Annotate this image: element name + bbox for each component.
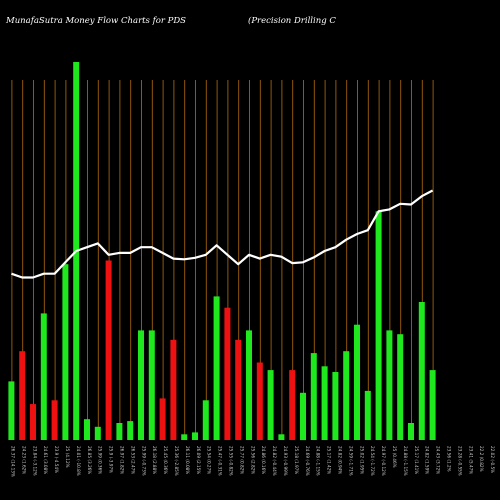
x-tick-label: 25.55 (-0.82% (229, 446, 234, 476)
x-tick-label: 24.97 (-0.12% (381, 446, 386, 476)
x-tick-label: 24.59 (-1.71% (348, 446, 353, 476)
money-flow-bar (62, 264, 69, 440)
money-flow-bar (386, 330, 393, 440)
x-tick-label: 24.23 (1.62% (21, 446, 26, 474)
price-line (11, 189, 434, 279)
x-tick-label: 25.56 (2.82% (250, 446, 255, 474)
x-tick-label: 25.17 (1.42% (327, 446, 332, 474)
money-flow-bar (246, 330, 252, 440)
x-tick-label: 26.37 (14.13% (11, 446, 16, 477)
x-tick-label: 25.47 (-0.31% (218, 446, 223, 476)
x-tick-label: 22.2 (0.82% (479, 446, 484, 472)
x-tick-label: 26.18 (2.88% (152, 446, 157, 474)
money-flow-bar (148, 330, 155, 440)
money-flow-bar (84, 419, 90, 440)
x-tick-label: 25.99 (-0.73% (141, 446, 146, 476)
x-tick-label: 26.09 (2.15% (196, 446, 201, 474)
x-tick-label: 24.93 (-0.99% (283, 446, 288, 476)
money-flow-bar (181, 434, 188, 440)
money-flow-bar (429, 370, 436, 440)
money-flow-bar (105, 260, 112, 440)
x-tick-label: 24.88 (-1.15% (403, 446, 408, 476)
money-flow-bar (40, 313, 47, 440)
x-tick-label: 23.84 (-3.12% (32, 446, 37, 476)
money-flow-bar (170, 339, 177, 440)
money-flow-bar (332, 372, 339, 440)
money-flow-bar (321, 366, 328, 440)
money-flow-bar (192, 432, 198, 440)
x-tick-label: 25.02 (1.95% (359, 446, 364, 474)
x-tick-label: 23.56 (1.2% (447, 446, 452, 472)
x-tick-label: 24.01 (-10.8% (76, 446, 81, 476)
x-tick-label: 26.11 (0.08% (185, 446, 190, 474)
money-flow-bar (235, 339, 242, 440)
x-tick-label: 26.97 (1.82% (120, 446, 125, 474)
money-flow-bar (30, 404, 36, 440)
x-tick-label: 24.86 (0.16% (261, 446, 266, 474)
x-tick-label: 23.41 (5.47% (468, 446, 473, 474)
x-tick-label: 25 (4.12% (65, 446, 70, 468)
x-tick-label: 25.17 (1.41% (414, 446, 419, 474)
x-tick-label: 25.9 (-3.97% (109, 446, 114, 473)
x-tick-label: 24.54 (-1.72% (370, 446, 375, 476)
money-flow-bar (202, 400, 209, 440)
x-tick-label: 25 (0.46% (392, 446, 397, 468)
x-tick-label: 25.36 (-2.85% (174, 446, 179, 476)
x-tick-label: 25.54 (0.27% (207, 446, 212, 474)
money-flow-bar (224, 307, 231, 440)
money-flow-bar (408, 423, 414, 440)
chart-title: MunafaSutra Money Flow Charts for PDS (5, 16, 186, 26)
money-flow-bar (19, 351, 26, 440)
money-flow-bar (289, 370, 296, 440)
money-flow-bar (116, 423, 123, 440)
money-flow-bar (138, 330, 144, 440)
x-tick-label: 24.43 (3.72% (436, 446, 441, 474)
x-tick-label: 24.88 (-1.15% (316, 446, 321, 476)
money-flow-bar (213, 296, 220, 440)
x-tick-label: 24.61 (3.08% (43, 446, 48, 474)
x-tick-label: 26.53 (2.47% (130, 446, 135, 474)
money-flow-bar (51, 400, 58, 440)
price-line-group (11, 189, 434, 279)
x-tick-label: 26.85 (3.26% (87, 446, 92, 474)
money-flow-bar (267, 370, 274, 440)
x-tick-label: 22.02 (-0.5% (490, 446, 495, 473)
money-flow-bar (310, 353, 317, 440)
money-flow-bar (127, 421, 134, 440)
money-flow-bar (343, 351, 350, 440)
x-tick-label: 23.9 (-4.54% (54, 446, 59, 473)
money-flow-bar (300, 392, 306, 441)
x-tick-label: 25.18 (1.97% (294, 446, 299, 474)
money-flow-bar (375, 211, 382, 440)
money-flow-bar (256, 362, 263, 440)
x-tick-label: 24.82 (-0.44% (272, 446, 277, 476)
x-tick-label: 24.82 (1.59% (425, 446, 430, 474)
money-flow-bar (94, 426, 101, 440)
money-flow-bar (397, 334, 404, 440)
x-tick-label: 24.69 (-0.76% (305, 446, 310, 476)
money-flow-bar (418, 302, 425, 440)
money-flow-bar (159, 398, 166, 440)
x-tick-label: 23.28 (-0.55% (457, 446, 462, 476)
chart-subtitle: (Precision Drilling C (248, 15, 336, 26)
money-flow-bar (364, 390, 371, 440)
money-flow-bar (278, 434, 285, 440)
x-tick-label: 25.77 (0.82% (239, 446, 244, 474)
money-flow-bar (354, 324, 360, 440)
x-tick-label: 25.99 (0.36% (98, 446, 103, 474)
x-tick-label: 25.45 (0.36% (163, 446, 168, 474)
x-tick-label: 24.82 (0.94% (338, 446, 343, 474)
money-flow-bar (8, 381, 15, 440)
x-axis-tick-labels: 26.37 (14.13% 24.23 (1.62% 23.84 (-3.12% 24… (11, 446, 496, 477)
